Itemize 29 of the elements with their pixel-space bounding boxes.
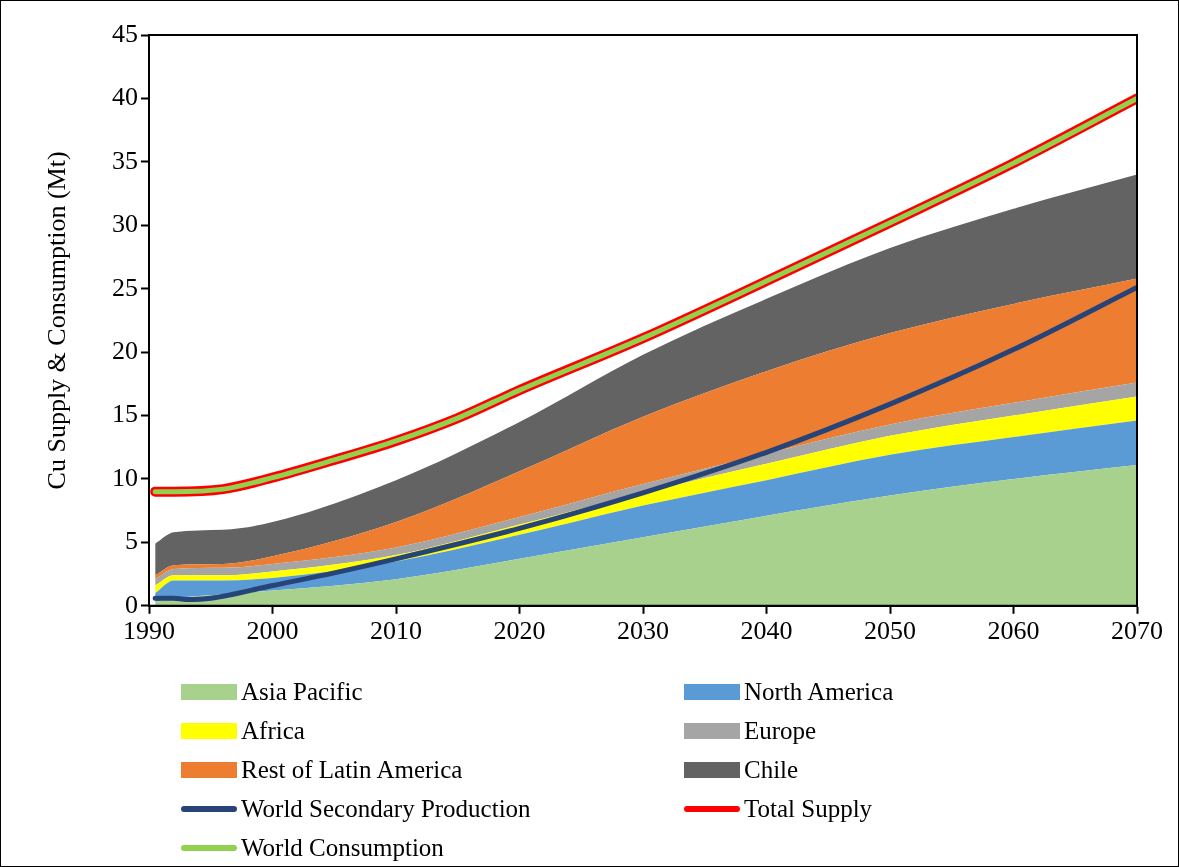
legend-label: North America	[744, 676, 894, 707]
y-tick-label: 35	[112, 145, 138, 175]
y-tick-label: 40	[112, 82, 138, 112]
legend-label: Rest of Latin America	[241, 754, 463, 785]
legend-label: Chile	[744, 754, 799, 785]
x-tick-label: 2070	[1111, 616, 1163, 646]
x-tick-label: 2010	[370, 616, 422, 646]
x-tick-label: 2060	[987, 616, 1040, 646]
y-tick-label: 45	[112, 18, 138, 48]
legend-label: World Secondary Production	[241, 793, 531, 824]
x-tick-label: 2000	[246, 616, 299, 646]
legend-label: Asia Pacific	[241, 676, 363, 707]
legend-label: World Consumption	[241, 832, 444, 863]
x-tick-label: 2040	[740, 616, 793, 646]
x-tick-label: 1990	[123, 616, 175, 646]
y-tick-label: 20	[112, 335, 138, 365]
y-tick-label: 30	[112, 209, 138, 239]
y-tick-label: 5	[125, 526, 138, 556]
x-tick-label: 2030	[617, 616, 669, 646]
y-tick-label: 0	[125, 589, 138, 619]
legend-label: Europe	[744, 715, 817, 746]
y-tick-label: 15	[112, 399, 138, 429]
legend-label: Africa	[241, 715, 305, 746]
legend-label: Total Supply	[744, 793, 873, 824]
y-tick-label: 10	[112, 462, 138, 492]
x-tick-label: 2020	[493, 616, 546, 646]
x-tick-label: 2050	[864, 616, 916, 646]
y-axis-title: Cu Supply & Consumption (Mt)	[42, 151, 72, 490]
y-tick-label: 25	[112, 272, 138, 302]
